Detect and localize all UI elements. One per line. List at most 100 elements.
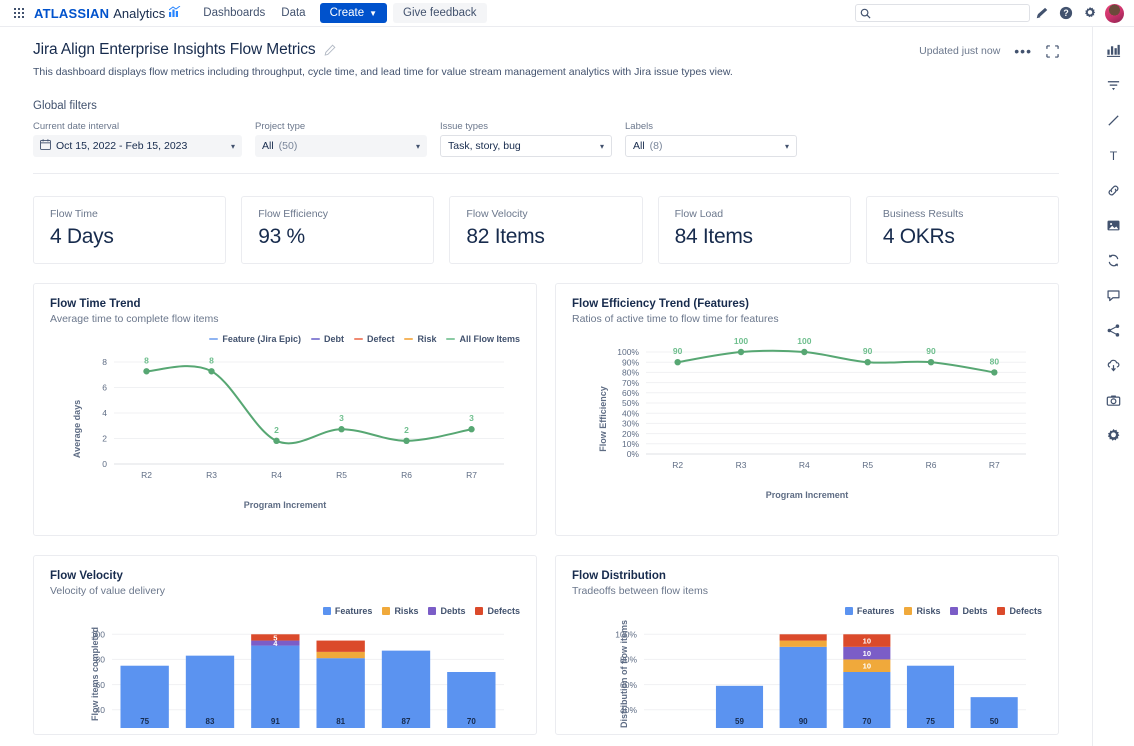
- line-icon[interactable]: [1101, 109, 1127, 131]
- kpi-card-flow-load[interactable]: Flow Load 84 Items: [657, 196, 851, 264]
- svg-text:2: 2: [102, 434, 107, 444]
- kpi-label: Business Results: [882, 208, 964, 220]
- svg-text:90: 90: [799, 717, 808, 726]
- legend-label: Risks: [916, 606, 941, 616]
- legend-item[interactable]: Risk: [404, 334, 436, 344]
- kpi-card-business-results[interactable]: Business Results 4 OKRs: [865, 196, 1060, 264]
- svg-text:87: 87: [402, 717, 411, 726]
- give-feedback-button[interactable]: Give feedback: [393, 3, 487, 23]
- chart-plot-area: Flow items completed 40 60 80 100 75 83 91 4 5 81…: [50, 620, 520, 728]
- create-button[interactable]: Create ▼: [319, 3, 388, 23]
- collapse-icon[interactable]: [1046, 44, 1059, 58]
- share-icon[interactable]: [1101, 319, 1127, 341]
- legend-label: Debts: [440, 606, 466, 616]
- kpi-card-flow-efficiency[interactable]: Flow Efficiency 93 %: [241, 196, 435, 264]
- refresh-icon[interactable]: [1101, 249, 1127, 271]
- svg-text:R5: R5: [862, 460, 873, 470]
- chart-card-flow-distribution: Flow Distribution Tradeoffs between flow…: [555, 555, 1059, 735]
- chart-title: Flow Distribution: [572, 570, 666, 582]
- chart-plot-area: Average days 0 2 4 6 8 R2 R3 R4 R5 R6 R7 8 8 2 3 2 3 Pro…: [50, 348, 520, 510]
- brand-logo[interactable]: ATLASSIAN Analytics: [34, 6, 181, 21]
- search-input[interactable]: [874, 7, 1029, 19]
- camera-icon[interactable]: [1101, 389, 1127, 411]
- legend-item[interactable]: Debts: [428, 606, 465, 616]
- legend-item[interactable]: Debts: [950, 606, 987, 616]
- settings-icon[interactable]: [1078, 1, 1102, 25]
- filters-divider: [33, 173, 1059, 174]
- chevron-down-icon: ▼: [369, 8, 378, 18]
- filter-label-project: Project type: [255, 121, 306, 132]
- more-actions-button[interactable]: •••: [1014, 43, 1032, 59]
- svg-text:R3: R3: [736, 460, 747, 470]
- text-icon[interactable]: T: [1101, 144, 1127, 166]
- legend-item[interactable]: Risks: [382, 606, 418, 616]
- legend-label: Debt: [323, 334, 344, 344]
- avatar[interactable]: [1105, 3, 1124, 23]
- global-filters-row: Current date interval Oct 15, 2022 - Feb…: [33, 121, 1059, 157]
- legend-item[interactable]: Risks: [904, 606, 940, 616]
- app-switcher-icon[interactable]: [8, 2, 30, 24]
- legend-item[interactable]: Defects: [475, 606, 520, 616]
- search-box[interactable]: [855, 4, 1030, 22]
- issue-types-select[interactable]: Task, story, bug ▾: [440, 135, 612, 157]
- legend-label: Risks: [394, 606, 419, 616]
- legend-label: All Flow Items: [459, 334, 520, 344]
- legend-item[interactable]: Defects: [997, 606, 1042, 616]
- svg-text:81: 81: [336, 717, 345, 726]
- filter-icon[interactable]: [1101, 74, 1127, 96]
- updated-status: Updated just now: [919, 45, 1001, 57]
- image-icon[interactable]: [1101, 214, 1127, 236]
- chart-legend[interactable]: Features Risks Debts Defects: [50, 606, 520, 616]
- chart-row-top: Flow Time Trend Average time to complete…: [33, 283, 1059, 536]
- comment-icon[interactable]: [1101, 284, 1127, 306]
- svg-text:10: 10: [863, 649, 871, 658]
- dashboard-header-left: Jira Align Enterprise Insights Flow Metr…: [33, 41, 733, 78]
- x-axis-label: Program Increment: [765, 490, 849, 500]
- link-icon[interactable]: [1101, 179, 1127, 201]
- help-icon[interactable]: ?: [1054, 1, 1078, 25]
- legend-item[interactable]: Features: [844, 606, 894, 616]
- legend-label: Risk: [417, 334, 437, 344]
- chart-legend[interactable]: Features Risks Debts Defects: [572, 606, 1042, 616]
- kpi-value: 84 Items: [674, 225, 753, 248]
- kpi-value: 4 Days: [50, 225, 114, 248]
- brand-atlassian: ATLASSIAN: [34, 5, 110, 21]
- kpi-card-flow-time[interactable]: Flow Time 4 Days: [33, 196, 227, 264]
- gear-icon[interactable]: [1101, 424, 1127, 446]
- kpi-label: Flow Velocity: [466, 208, 528, 220]
- notification-icon[interactable]: [1030, 1, 1054, 25]
- svg-text:60%: 60%: [620, 680, 637, 690]
- svg-text:?: ?: [1063, 8, 1068, 18]
- chart-icon[interactable]: [1101, 39, 1127, 61]
- right-toolbar: T: [1093, 27, 1134, 746]
- svg-text:R2: R2: [141, 470, 152, 480]
- labels-select[interactable]: All (8) ▾: [625, 135, 797, 157]
- chart-legend[interactable]: Feature (Jira Epic) Debt Defect Risk All Flo…: [50, 334, 520, 344]
- nav-link-data[interactable]: Data: [281, 7, 306, 19]
- svg-text:30%: 30%: [622, 419, 639, 429]
- legend-item[interactable]: All Flow Items: [446, 334, 520, 344]
- nav-link-dashboards[interactable]: Dashboards: [203, 7, 266, 19]
- legend-item[interactable]: Defect: [353, 334, 394, 344]
- chart-subtitle: Average time to complete flow items: [50, 313, 219, 325]
- svg-text:4: 4: [102, 408, 107, 418]
- legend-item[interactable]: Debt: [310, 334, 344, 344]
- kpi-card-flow-velocity[interactable]: Flow Velocity 82 Items: [449, 196, 643, 264]
- chart-row-bottom: Flow Velocity Velocity of value delivery…: [33, 555, 1059, 735]
- svg-text:60%: 60%: [622, 388, 639, 398]
- edit-pencil-icon[interactable]: [324, 44, 336, 56]
- project-type-select[interactable]: All (50) ▾: [255, 135, 427, 157]
- issue-types-value: Task, story, bug: [448, 140, 521, 152]
- cloud-download-icon[interactable]: [1101, 354, 1127, 376]
- svg-text:70%: 70%: [622, 378, 639, 388]
- legend-item[interactable]: Feature (Jira Epic): [209, 334, 301, 344]
- svg-text:80%: 80%: [622, 368, 639, 378]
- date-interval-select[interactable]: Oct 15, 2022 - Feb 15, 2023 ▾: [33, 135, 242, 157]
- dashboard-description: This dashboard displays flow metrics inc…: [33, 66, 733, 78]
- legend-swatch: [404, 338, 414, 340]
- legend-swatch: [209, 338, 219, 340]
- chart-subtitle: Tradeoffs between flow items: [572, 585, 708, 597]
- legend-item[interactable]: Features: [322, 606, 372, 616]
- kpi-card-row: Flow Time 4 Days Flow Efficiency 93 % Fl…: [33, 196, 1060, 264]
- svg-text:3: 3: [469, 413, 474, 423]
